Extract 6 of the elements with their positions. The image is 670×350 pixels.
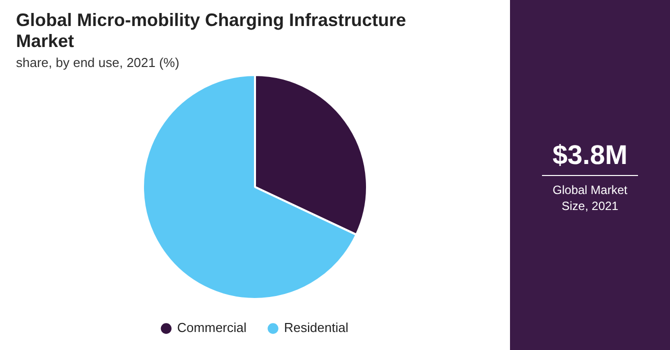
- text: Global Market Size, 2021: [552, 182, 628, 214]
- legend-label: Commercial: [177, 320, 247, 336]
- legend-label: Residential: [284, 320, 348, 336]
- chart-subtitle: share, by end use, 2021 (%): [16, 55, 180, 70]
- chart-title: Global Micro-mobility Charging Infrastructure Market: [16, 10, 408, 52]
- text: $3.8M: [551, 140, 629, 171]
